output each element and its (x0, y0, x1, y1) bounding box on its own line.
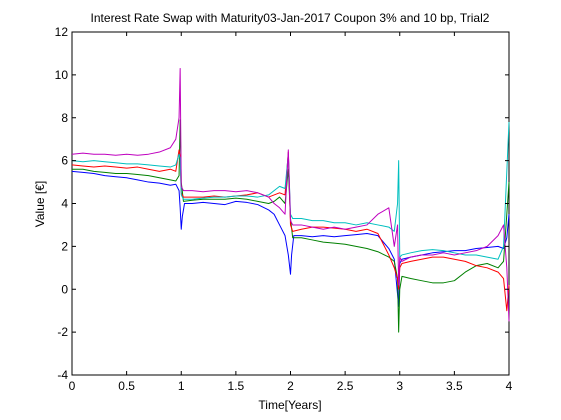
y-tick-label: -4 (57, 368, 68, 382)
series-line-1 (71, 170, 510, 307)
x-tick-label: 0 (69, 379, 76, 393)
y-tick-label: 2 (61, 239, 68, 253)
y-axis-ticks: -4 -2 0 2 4 6 8 10 12 (55, 25, 509, 382)
x-tick-label: 4 (506, 379, 513, 393)
y-axis-label: Value [€] (33, 181, 47, 227)
x-tick-label: 2.5 (337, 379, 354, 393)
y-tick-label: -2 (57, 325, 68, 339)
series-group (71, 67, 510, 333)
x-tick-label: 3 (396, 379, 403, 393)
series-line-3 (71, 149, 510, 312)
y-tick-label: 8 (61, 111, 68, 125)
y-tick-label: 6 (61, 154, 68, 168)
x-tick-label: 1 (178, 379, 185, 393)
x-tick-label: 2 (287, 379, 294, 393)
x-axis-label: Time[Years] (258, 398, 321, 412)
series-line-5 (71, 67, 510, 322)
y-tick-label: 4 (61, 197, 68, 211)
y-tick-label: 12 (55, 25, 69, 39)
x-tick-label: 3.5 (446, 379, 463, 393)
y-tick-label: 10 (55, 68, 69, 82)
plot-area: 0 0.5 1 1.5 2 2.5 3 3.5 4 -4 -2 0 2 4 6 8 10 12 (55, 25, 513, 393)
chart-title: Interest Rate Swap with Maturity03-Jan-2… (91, 11, 490, 25)
y-tick-label: 0 (61, 282, 68, 296)
x-tick-label: 1.5 (228, 379, 245, 393)
x-axis-ticks: 0 0.5 1 1.5 2 2.5 3 3.5 4 (69, 32, 513, 393)
x-tick-label: 0.5 (118, 379, 135, 393)
